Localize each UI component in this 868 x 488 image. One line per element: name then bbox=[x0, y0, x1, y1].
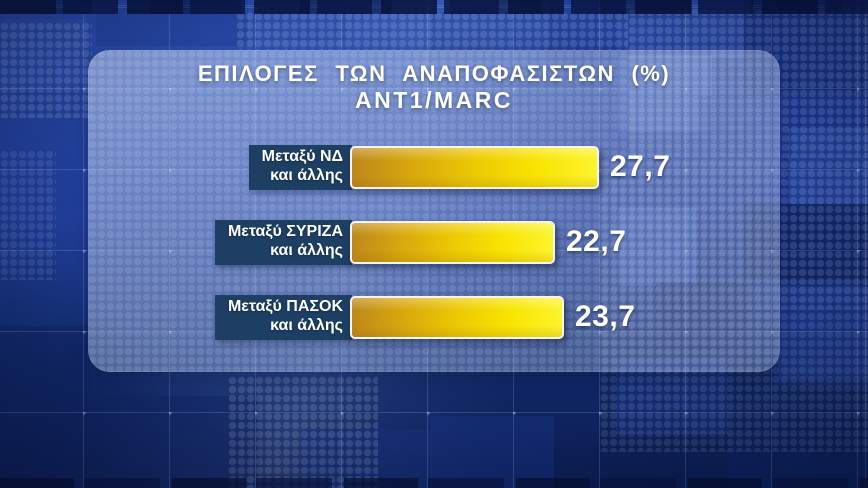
bar-row: Μεταξύ ΝΔ και άλλης 27,7 bbox=[88, 145, 780, 190]
label-line-1: Μεταξύ ΠΑΣΟΚ bbox=[227, 298, 343, 315]
value-label: 27,7 bbox=[610, 150, 671, 183]
bottom-edge-strip bbox=[0, 478, 868, 488]
bar-row: Μεταξύ ΠΑΣΟΚ και άλλης 23,7 bbox=[88, 295, 780, 340]
label-line-2: και άλλης bbox=[270, 316, 343, 334]
dots-cluster bbox=[0, 22, 92, 118]
value-label: 23,7 bbox=[575, 300, 636, 333]
label-line-2: και άλλης bbox=[270, 241, 343, 259]
value-label: 22,7 bbox=[566, 225, 627, 258]
label-line-2: και άλλης bbox=[270, 166, 343, 184]
top-edge-strip bbox=[0, 0, 868, 14]
chart-title: ΕΠΙΛΟΓΕΣ ΤΩΝ ΑΝΑΠΟΦΑΣΙΣΤΩΝ (%) bbox=[197, 61, 671, 86]
chart-panel: ΕΠΙΛΟΓΕΣ ΤΩΝ ΑΝΑΠΟΦΑΣΙΣΤΩΝ (%) ANT1/MARC… bbox=[88, 50, 780, 372]
label-line-1: Μεταξύ ΝΔ bbox=[261, 148, 343, 165]
dots-cluster bbox=[0, 150, 56, 280]
dots-cluster bbox=[228, 376, 378, 488]
dots-cluster bbox=[236, 12, 628, 50]
bar-row-label: Μεταξύ ΠΑΣΟΚ και άλλης bbox=[214, 295, 352, 340]
bar-row-label: Μεταξύ ΝΔ και άλλης bbox=[248, 145, 352, 190]
bar bbox=[350, 295, 564, 339]
chart-subtitle: ANT1/MARC bbox=[355, 87, 513, 113]
bar-row: Μεταξύ ΣΥΡΙΖΑ και άλλης 22,7 bbox=[88, 220, 780, 265]
bar-row-label: Μεταξύ ΣΥΡΙΖΑ και άλλης bbox=[214, 220, 352, 265]
bar bbox=[350, 145, 599, 189]
label-line-1: Μεταξύ ΣΥΡΙΖΑ bbox=[227, 223, 343, 240]
bar bbox=[350, 220, 555, 264]
